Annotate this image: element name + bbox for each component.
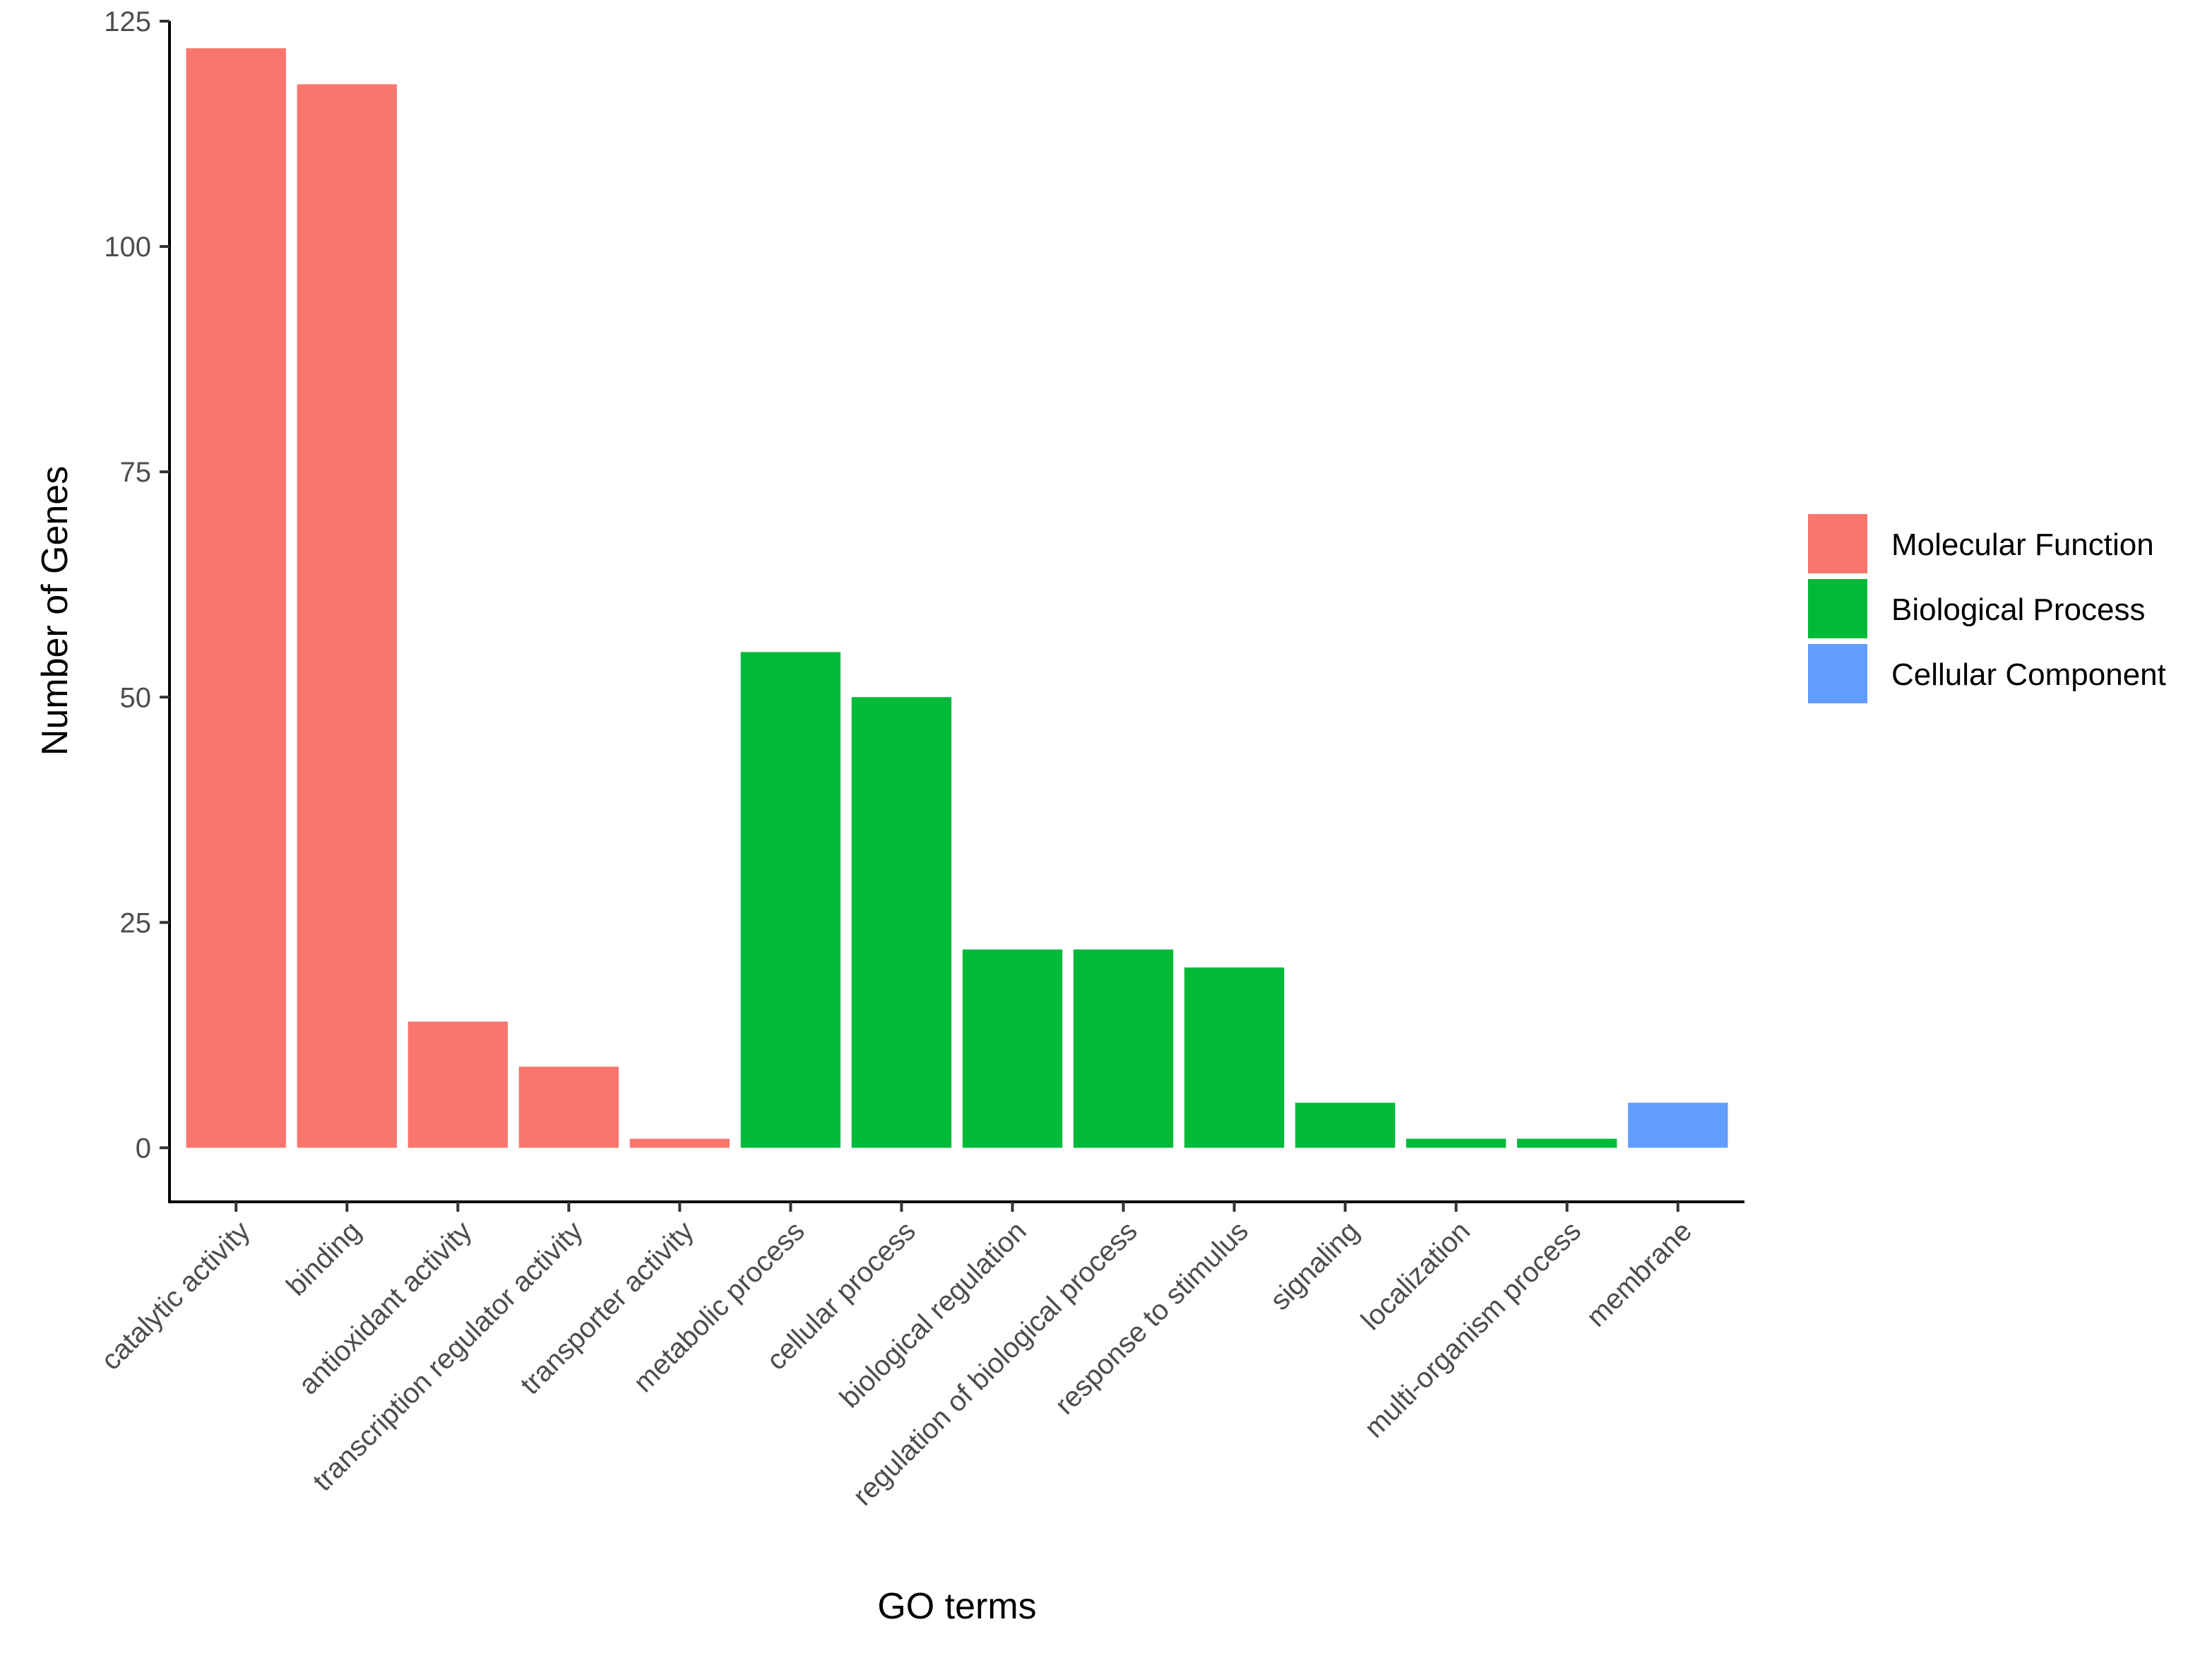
y-tick-label-2: 50 [120,682,152,713]
x-tick-label-11: localization [1355,1215,1476,1336]
y-tick-label-5: 125 [104,6,151,37]
legend-label-0: Molecular Function [1891,527,2154,562]
x-tick-label-13: membrane [1581,1215,1698,1332]
legend-key-1 [1808,579,1867,638]
x-tick-label-10: signaling [1264,1215,1365,1316]
bar-12 [1517,1138,1617,1148]
x-tick-label-9: response to stimulus [1049,1215,1254,1421]
bar-10 [1295,1102,1396,1148]
bar-3 [518,1066,619,1148]
x-tick-label-1: binding [280,1215,367,1301]
bars-layer [186,48,1728,1148]
bar-9 [1184,967,1285,1148]
bar-5 [740,652,841,1148]
bar-0 [186,48,286,1148]
bar-8 [1073,949,1174,1148]
legend-label-1: Biological Process [1891,592,2146,627]
legend-label-2: Cellular Component [1891,657,2166,692]
legend-key-0 [1808,514,1867,573]
bar-7 [962,949,1063,1148]
y-axis-title: Number of Genes [35,466,76,756]
legend: Molecular Function Biological Process Cell… [1808,514,2166,703]
y-tick-label-0: 0 [136,1133,151,1164]
x-tick-label-12: multi-organism process [1359,1215,1587,1443]
x-tick-label-0: catalytic activity [95,1215,256,1376]
y-tick-label-1: 25 [120,907,152,938]
y-tick-label-4: 100 [104,232,151,263]
bar-13 [1628,1102,1728,1148]
legend-key-2 [1808,644,1867,703]
x-tick-label-7: biological regulation [834,1215,1033,1414]
bar-6 [851,697,952,1148]
bar-1 [297,84,397,1148]
x-axis-title: GO terms [877,1586,1036,1627]
bar-4 [629,1138,730,1148]
y-tick-label-3: 75 [120,457,152,488]
bar-2 [408,1021,508,1148]
bar-11 [1406,1138,1506,1148]
axes-layer [168,21,1744,1203]
y-ticks: 0 25 50 75 100 125 [104,6,170,1164]
